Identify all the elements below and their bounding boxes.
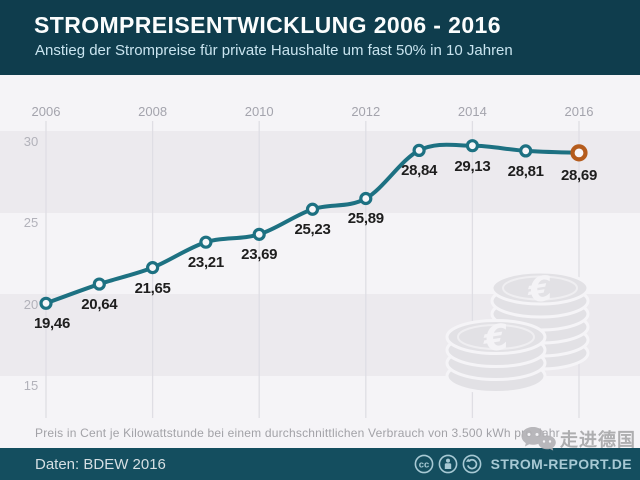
x-tick-label: 2006 xyxy=(31,104,61,119)
data-point xyxy=(305,202,320,216)
value-label: 20,64 xyxy=(81,296,118,314)
data-point xyxy=(412,143,426,158)
credits: cc STROM-REPORT.DE xyxy=(414,454,632,474)
x-tick-label: 2008 xyxy=(138,104,168,119)
page-subtitle: Anstieg der Strompreise für private Haus… xyxy=(35,42,513,59)
page-title: STROMPREISENTWICKLUNG 2006 - 2016 xyxy=(34,12,501,38)
chart-gridlines xyxy=(45,121,580,418)
chart-band xyxy=(0,131,640,213)
data-point-highlighted xyxy=(570,144,588,162)
data-point xyxy=(252,227,266,241)
header: STROMPREISENTWICKLUNG 2006 - 2016 Anstie… xyxy=(0,0,640,75)
data-point xyxy=(519,144,533,158)
svg-text:cc: cc xyxy=(418,459,429,470)
data-point xyxy=(199,235,213,249)
value-label: 21,65 xyxy=(134,279,171,297)
y-tick-label: 30 xyxy=(23,133,39,149)
data-point xyxy=(146,261,160,275)
bottom-bar: Daten: BDEW 2016 cc STROM-REPORT.DE xyxy=(0,448,640,480)
chat-bubbles-icon xyxy=(521,427,556,451)
data-point xyxy=(92,277,106,291)
value-label: 29,13 xyxy=(454,157,491,175)
data-point xyxy=(39,296,53,310)
y-tick-label: 20 xyxy=(23,296,39,312)
cc-license-icon: cc xyxy=(414,454,434,474)
data-point xyxy=(359,191,373,206)
x-tick-label: 2016 xyxy=(564,104,594,119)
euro-coins-icon: € € xyxy=(445,268,590,394)
watermark-text: 走进德国 xyxy=(560,430,636,451)
value-label: 28,84 xyxy=(401,162,438,180)
x-tick-label: 2012 xyxy=(351,104,381,119)
share-alike-icon xyxy=(462,454,482,474)
x-tick-label: 2014 xyxy=(457,104,487,119)
y-tick-label: 15 xyxy=(23,378,39,393)
value-label: 19,46 xyxy=(33,315,71,333)
value-label: 28,69 xyxy=(560,166,598,184)
value-label: 25,23 xyxy=(294,221,331,239)
value-label: 23,69 xyxy=(241,246,278,264)
attribution-icon xyxy=(438,454,458,474)
value-label: 25,89 xyxy=(347,210,384,228)
footer-note: Preis in Cent je Kilowattstunde bei eine… xyxy=(35,426,560,440)
wechat-watermark: 走进德国 xyxy=(520,425,636,453)
value-label: 23,21 xyxy=(187,254,224,272)
data-source: Daten: BDEW 2016 xyxy=(35,455,166,473)
value-label: 28,81 xyxy=(507,162,544,180)
data-point xyxy=(465,139,479,153)
x-tick-label: 2010 xyxy=(244,104,274,119)
y-tick-label: 25 xyxy=(23,215,39,230)
brand-name: STROM-REPORT.DE xyxy=(490,456,632,472)
data-points xyxy=(39,139,588,310)
